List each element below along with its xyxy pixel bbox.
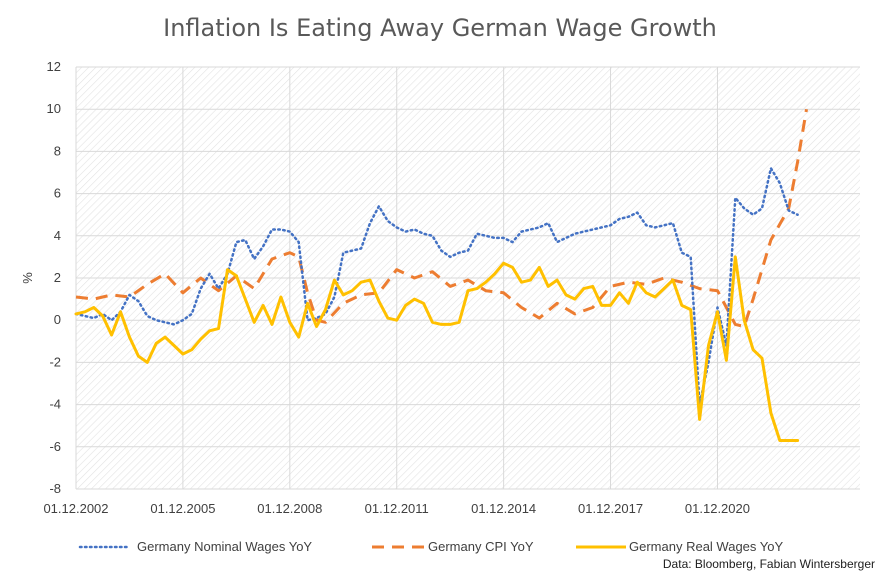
y-tick-label: 0 xyxy=(54,312,61,327)
y-tick-label: -2 xyxy=(49,354,61,369)
gridlines xyxy=(75,66,860,490)
x-tick-label: 01.12.2005 xyxy=(150,501,215,516)
y-tick-label: 2 xyxy=(54,270,61,285)
y-tick-label: 8 xyxy=(54,143,61,158)
series-real-wages-line xyxy=(74,255,800,442)
x-tick-label: 01.12.2011 xyxy=(365,501,429,516)
series-lines xyxy=(74,108,808,442)
chart-title: Inflation Is Eating Away German Wage Gro… xyxy=(163,14,717,42)
y-tick-label: 6 xyxy=(54,186,61,201)
y-tick-label: -6 xyxy=(49,439,61,454)
legend-label-nominal: Germany Nominal Wages YoY xyxy=(137,539,312,554)
legend-label-real: Germany Real Wages YoY xyxy=(629,539,783,554)
source-note: Data: Bloomberg, Fabian Wintersberger xyxy=(663,557,875,571)
y-tick-label: 4 xyxy=(54,228,61,243)
x-tick-label: 01.12.2002 xyxy=(43,501,108,516)
legend: Germany Nominal Wages YoY Germany CPI Yo… xyxy=(78,539,783,554)
y-tick-label: 12 xyxy=(47,59,61,74)
series-nominal-wages-line xyxy=(74,167,799,406)
y-axis: 12 10 8 6 4 2 0 -2 -4 -6 -8 xyxy=(47,59,61,496)
y-tick-label: -4 xyxy=(49,397,61,412)
x-tick-label: 01.12.2008 xyxy=(257,501,322,516)
x-tick-label: 01.12.2014 xyxy=(471,501,536,516)
y-axis-label: % xyxy=(20,272,35,284)
x-tick-label: 01.12.2020 xyxy=(685,501,750,516)
y-tick-label: 10 xyxy=(47,101,61,116)
y-tick-label: -8 xyxy=(49,481,61,496)
x-axis: 01.12.2002 01.12.2005 01.12.2008 01.12.2011… xyxy=(43,501,750,516)
series-cpi-line xyxy=(75,108,808,328)
legend-label-cpi: Germany CPI YoY xyxy=(428,539,534,554)
x-tick-label: 01.12.2017 xyxy=(578,501,643,516)
